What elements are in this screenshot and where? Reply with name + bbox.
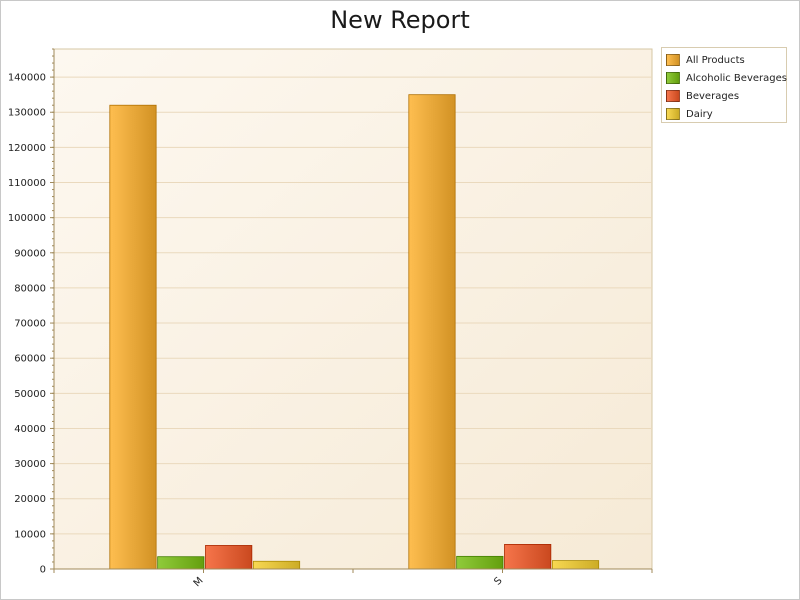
y-tick-label: 30000 xyxy=(14,459,46,470)
y-tick-label: 0 xyxy=(40,565,46,576)
y-tick-label: 70000 xyxy=(14,319,46,330)
y-tick-label: 120000 xyxy=(8,143,46,154)
y-tick-label: 130000 xyxy=(8,108,46,119)
bars xyxy=(109,94,600,570)
legend-item[interactable]: All Products xyxy=(666,51,786,69)
legend-swatch xyxy=(666,108,680,120)
legend: All Products Alcoholic Beverages Beverages… xyxy=(661,47,787,123)
legend-swatch xyxy=(666,72,680,84)
y-tick-label: 80000 xyxy=(14,283,46,294)
chart-title: New Report xyxy=(330,6,470,34)
legend-swatch xyxy=(666,54,680,66)
y-tick-label: 90000 xyxy=(14,248,46,259)
y-tick-label: 60000 xyxy=(14,354,46,365)
y-tick-label: 50000 xyxy=(14,389,46,400)
bar-alcoholic-beverages-s[interactable] xyxy=(456,555,504,570)
legend-label: All Products xyxy=(686,54,745,66)
y-tick-label: 40000 xyxy=(14,424,46,435)
x-tick-label: S xyxy=(492,575,504,587)
y-tick-label: 100000 xyxy=(8,213,46,224)
bar-dairy-m[interactable] xyxy=(252,560,301,570)
y-tick-label: 20000 xyxy=(14,494,46,505)
y-tick-label: 110000 xyxy=(8,178,46,189)
bar-all-products-m[interactable] xyxy=(109,104,157,570)
bar-dairy-s[interactable] xyxy=(551,560,600,570)
bar-beverages-m[interactable] xyxy=(205,545,253,570)
legend-swatch xyxy=(666,90,680,102)
bar-beverages-s[interactable] xyxy=(504,544,552,570)
legend-label: Beverages xyxy=(686,90,740,102)
legend-label: Dairy xyxy=(686,108,713,120)
axes: 0 10000 20000 30000 40000 50000 60000 70000 8000… xyxy=(8,48,653,589)
bar-all-products-s[interactable] xyxy=(408,94,456,570)
y-tick-label: 140000 xyxy=(8,73,46,84)
legend-item[interactable]: Beverages xyxy=(666,87,786,105)
bar-alcoholic-beverages-m[interactable] xyxy=(157,556,205,570)
legend-label: Alcoholic Beverages xyxy=(686,72,787,84)
legend-item[interactable]: Dairy xyxy=(666,105,786,123)
x-tick-label: M xyxy=(192,575,206,589)
y-tick-label: 10000 xyxy=(14,529,46,540)
legend-item[interactable]: Alcoholic Beverages xyxy=(666,69,787,87)
